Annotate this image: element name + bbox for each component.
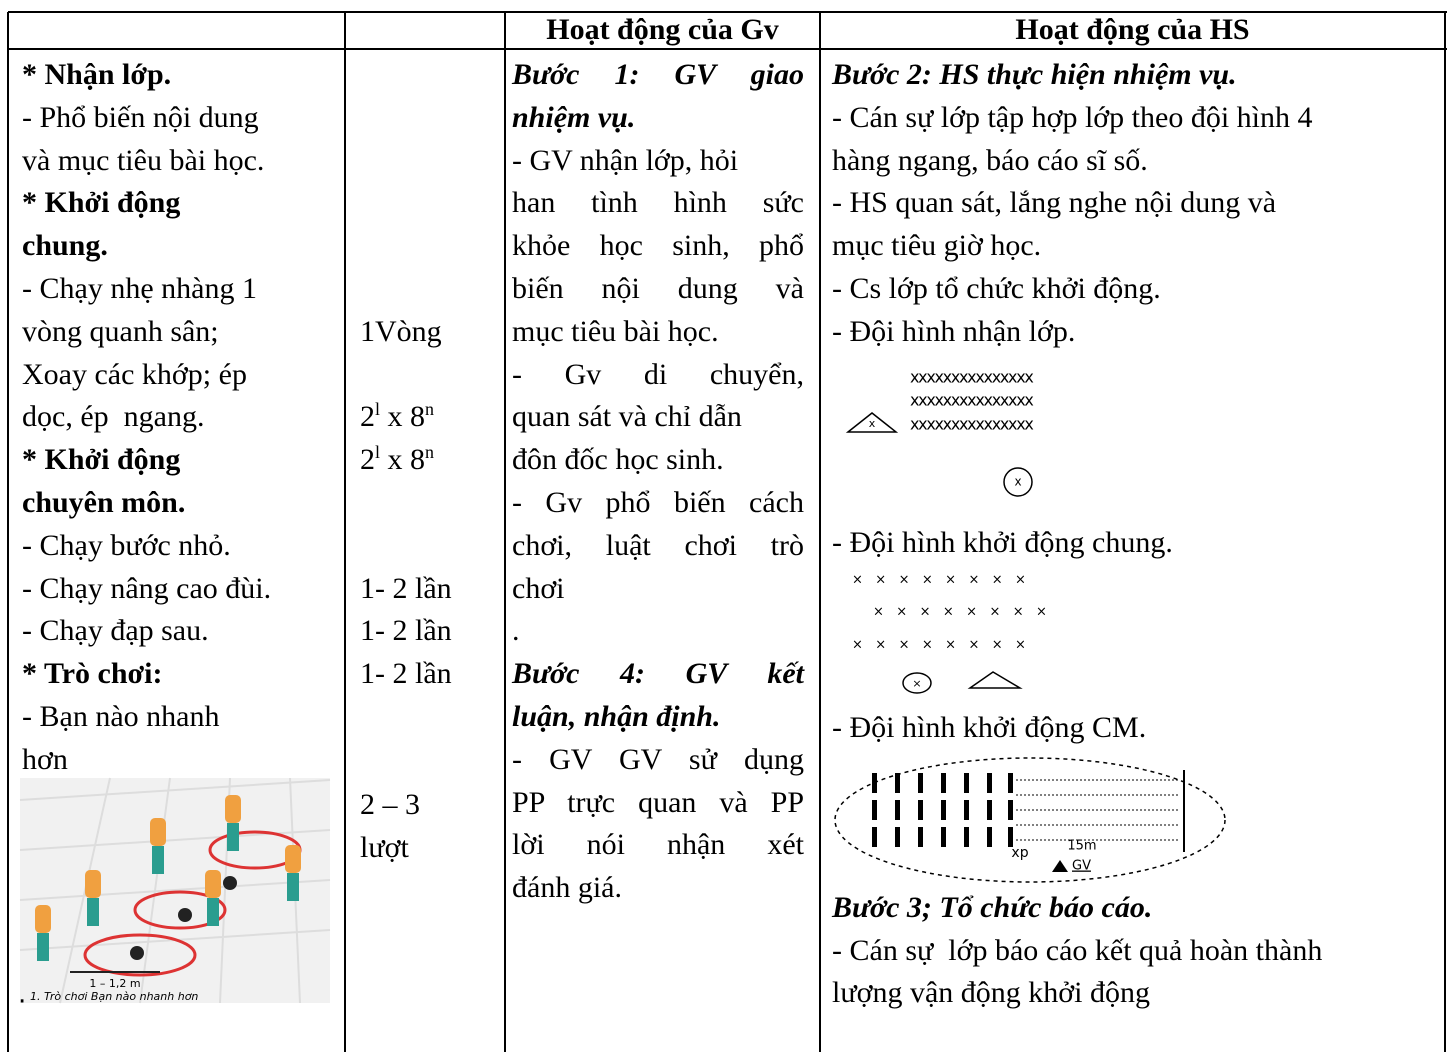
content-line: Xoay các khớp; ép (22, 357, 247, 391)
teacher-line: đôn đốc học sinh. (512, 443, 724, 477)
diagram-label: xxxxxxxxxxxxxxx (910, 391, 1033, 410)
student-line: - Đội hình khởi động CM. (832, 711, 1147, 744)
content-line: * Khởi động (22, 186, 181, 220)
teacher-line: Bước 4: GV kết (512, 657, 804, 691)
student-line: Bước 3; Tổ chức báo cáo. (832, 891, 1153, 924)
circle-icon (902, 672, 932, 694)
text-part: x 8 (380, 400, 426, 434)
student-line: lượng vận động khởi động (832, 976, 1150, 1009)
content-line: - Phổ biến nội dung (22, 100, 259, 134)
game-picture (19, 777, 331, 1004)
diagram-label: xxxxxxxxxxxxxxx (910, 368, 1033, 387)
teacher-line: đánh giá. (512, 871, 622, 905)
text-part: 2 (360, 443, 375, 477)
table-border (819, 12, 821, 1052)
diagram-label: 15m (1067, 839, 1096, 854)
table-border (344, 12, 346, 1052)
teacher-line: lời nói nhận xét (512, 828, 804, 862)
table-border (1444, 12, 1446, 1052)
content-line: - Chạy nâng cao đùi. (22, 571, 272, 605)
teacher-line: - GV GV sử dụng (512, 742, 804, 776)
teacher-line: khỏe học sinh, phổ (512, 229, 804, 263)
student-line: - Đội hình nhận lớp. (832, 314, 1076, 348)
dosage: 1- 2 lần (360, 657, 452, 691)
dosage: 1- 2 lần (360, 571, 452, 605)
diagram-label: xxxxxxxxxxxxxxx (910, 415, 1033, 434)
diagram-label: x (869, 417, 876, 430)
text-part: 2 (360, 400, 375, 434)
text-part: x 8 (380, 443, 426, 477)
student-line: - Cán sự lớp tập hợp lớp theo đội hình 4 (832, 100, 1313, 134)
teacher-line: biến nội dung và (512, 272, 804, 305)
teacher-line: . (512, 614, 520, 648)
content-line: - Chạy bước nhỏ. (22, 528, 231, 562)
content-line: * Nhận lớp. (22, 58, 172, 91)
dosage: 2 – 3 (360, 788, 420, 821)
student-line: mục tiêu giờ học. (832, 229, 1042, 263)
header-cell: Hoạt động của Gv (546, 13, 779, 46)
diagram-label: 1. Trò chơi Bạn nào nhanh hơn (30, 990, 198, 1003)
content-line: vòng quanh sân; (22, 314, 219, 348)
text-part: l (375, 442, 381, 463)
teacher-line: quan sát và chỉ dẫn (512, 400, 742, 434)
header-cell: Hoạt động của HS (1015, 13, 1250, 46)
student-line: - Đội hình khởi động chung. (832, 526, 1173, 559)
teacher-line: PP trực quan và PP (512, 785, 804, 819)
teacher-line: - Gv di chuyển, (512, 357, 804, 391)
table-border (8, 11, 1447, 13)
content-line: - Chạy nhẹ nhàng 1 (22, 272, 257, 305)
circle-icon (1003, 467, 1033, 497)
content-line: chung. (22, 229, 108, 263)
text-part: n (425, 399, 435, 420)
diagram-label: GV (1072, 859, 1091, 874)
dosage: 2l x 8n (360, 439, 434, 481)
content-line: và mục tiêu bài học. (22, 143, 265, 177)
dosage: 2l x 8n (360, 396, 434, 438)
teacher-line: Bước 1: GV giao (512, 58, 804, 91)
triangle-icon (845, 412, 899, 433)
content-line: * Khởi động (22, 443, 181, 477)
teacher-line: - GV nhận lớp, hỏi (512, 143, 739, 177)
triangle-icon (967, 671, 1023, 689)
table-border (504, 12, 506, 1052)
student-line: Bước 2: HS thực hiện nhiệm vụ. (832, 58, 1237, 91)
student-line: - Cs lớp tổ chức khởi động. (832, 272, 1161, 305)
diagram-label: x (1014, 475, 1021, 489)
text-part: l (375, 399, 381, 420)
diagram-label: xp (1011, 845, 1028, 861)
table-border (8, 48, 1447, 50)
content-line: dọc, ép ngang. (22, 400, 205, 434)
teacher-line: - Gv phổ biến cách (512, 486, 804, 519)
content-line: chuyên môn. (22, 486, 186, 519)
table-border (7, 12, 9, 1052)
diagram-label: . (18, 980, 26, 1010)
dosage: 1- 2 lần (360, 614, 452, 648)
student-line: - Cán sự lớp báo cáo kết quả hoàn thành (832, 934, 1323, 967)
diagram-label: × × × × × × × × (852, 638, 1026, 653)
student-line: - HS quan sát, lắng nghe nội dung và (832, 186, 1277, 220)
content-line: * Trò chơi: (22, 657, 163, 691)
dosage: lượt (360, 831, 409, 864)
teacher-line: mục tiêu bài học. (512, 314, 719, 348)
diagram-label: × × × × × × × × (852, 573, 1026, 588)
content-line: - Bạn nào nhanh (22, 700, 220, 733)
teacher-line: luận, nhận định. (512, 700, 721, 733)
text-part: n (425, 442, 435, 463)
teacher-line: chơi, luật chơi trò (512, 528, 804, 562)
student-line: hàng ngang, báo cáo sĩ số. (832, 143, 1148, 177)
diagram-label: × × × × × × × × (873, 605, 1047, 620)
running-diagram (834, 757, 1226, 883)
teacher-line: chơi (512, 571, 565, 605)
diagram-label: × (912, 677, 921, 690)
teacher-line: nhiệm vụ. (512, 100, 636, 134)
teacher-line: han tình hình sức (512, 186, 804, 220)
diagram-label: 1 – 1,2 m (89, 977, 140, 990)
content-line: hơn (22, 742, 68, 776)
dosage: 1Vòng (360, 314, 442, 348)
content-line: - Chạy đạp sau. (22, 614, 209, 648)
